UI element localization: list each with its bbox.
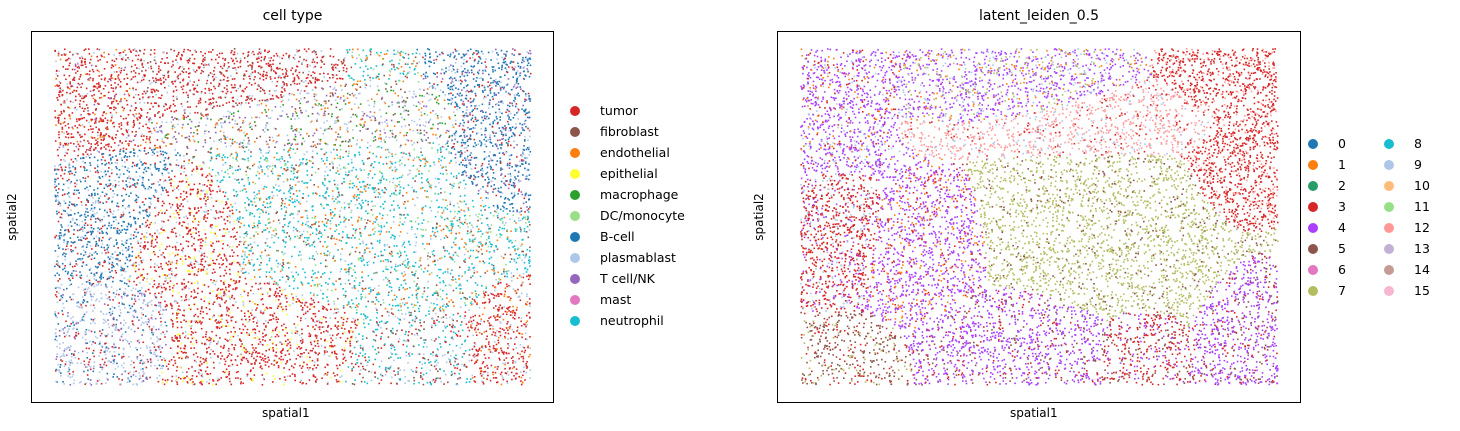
legend-item: 8 — [1384, 133, 1422, 154]
legend-item: tumor — [570, 100, 638, 121]
legend-label: 6 — [1338, 259, 1346, 280]
legend-item: DC/monocyte — [570, 205, 685, 226]
legend-label: 5 — [1338, 238, 1346, 259]
legend-item: 9 — [1384, 154, 1422, 175]
legend-label: mast — [600, 289, 631, 310]
legend-label: 15 — [1414, 280, 1430, 301]
legend-item: 5 — [1308, 238, 1346, 259]
legend-marker — [570, 168, 580, 179]
legend-label: epithelial — [600, 163, 658, 184]
legend-marker — [1384, 264, 1394, 275]
legend-item: fibroblast — [570, 121, 659, 142]
legend-item: 7 — [1308, 280, 1346, 301]
legend-item: 0 — [1308, 133, 1346, 154]
legend-item: epithelial — [570, 163, 658, 184]
legend-item: 15 — [1384, 280, 1430, 301]
legend-label: 12 — [1414, 217, 1430, 238]
legend-marker — [570, 273, 580, 284]
legend-item: macrophage — [570, 184, 678, 205]
legend-marker — [1384, 138, 1394, 149]
legend-marker — [1384, 222, 1394, 233]
legend-item: T cell/NK — [570, 268, 655, 289]
legend-label: 7 — [1338, 280, 1346, 301]
legend-marker — [1308, 138, 1318, 149]
legend-marker — [570, 105, 580, 116]
legend-item: 13 — [1384, 238, 1430, 259]
legend-marker — [1384, 285, 1394, 296]
legend-marker — [570, 252, 580, 263]
left-y-axis-label: spatial2 — [5, 193, 19, 241]
right-scatter-svg — [800, 48, 1279, 386]
legend-marker — [570, 147, 580, 158]
legend-marker — [1384, 201, 1394, 212]
right-x-axis-label: spatial1 — [1010, 406, 1058, 420]
legend-label: 1 — [1338, 154, 1346, 175]
legend-label: 0 — [1338, 133, 1346, 154]
left-plot-area — [31, 31, 554, 403]
legend-item: 14 — [1384, 259, 1430, 280]
legend-label: macrophage — [600, 184, 678, 205]
left-x-axis-label: spatial1 — [262, 406, 310, 420]
legend-label: neutrophil — [600, 310, 664, 331]
legend-label: fibroblast — [600, 121, 659, 142]
scatter-points — [54, 48, 532, 386]
legend-label: 8 — [1414, 133, 1422, 154]
legend-marker — [570, 231, 580, 242]
legend-label: B-cell — [600, 226, 635, 247]
legend-label: 13 — [1414, 238, 1430, 259]
legend-marker — [570, 189, 580, 200]
left-chart-title: cell type — [31, 8, 554, 24]
legend-item: 1 — [1308, 154, 1346, 175]
legend-marker — [1308, 285, 1318, 296]
legend-item: neutrophil — [570, 310, 664, 331]
legend-label: 11 — [1414, 196, 1430, 217]
legend-item: 3 — [1308, 196, 1346, 217]
legend-label: tumor — [600, 100, 638, 121]
legend-label: 2 — [1338, 175, 1346, 196]
legend-item: 4 — [1308, 217, 1346, 238]
left-legend: tumor fibroblast endothelial epithelial macr… — [570, 100, 710, 332]
legend-marker — [1308, 243, 1318, 254]
left-scatter-svg — [54, 48, 532, 386]
legend-marker — [1384, 180, 1394, 191]
legend-label: 9 — [1414, 154, 1422, 175]
legend-marker — [570, 294, 580, 305]
legend-marker — [1384, 159, 1394, 170]
right-chart-title: latent_leiden_0.5 — [777, 8, 1301, 24]
legend-item: endothelial — [570, 142, 670, 163]
legend-item: 6 — [1308, 259, 1346, 280]
legend-marker — [1308, 159, 1318, 170]
legend-label: 4 — [1338, 217, 1346, 238]
legend-label: plasmablast — [600, 247, 676, 268]
legend-marker — [1308, 180, 1318, 191]
right-plot-area — [777, 31, 1301, 403]
legend-item: 2 — [1308, 175, 1346, 196]
legend-marker — [1308, 264, 1318, 275]
legend-item: B-cell — [570, 226, 635, 247]
legend-label: 3 — [1338, 196, 1346, 217]
legend-label: 10 — [1414, 175, 1430, 196]
legend-label: endothelial — [600, 142, 670, 163]
legend-item: 12 — [1384, 217, 1430, 238]
right-legend: 0 1 2 3 4 5 6 7 8 9 10 11 12 13 14 15 — [1308, 133, 1458, 303]
legend-item: mast — [570, 289, 631, 310]
legend-label: T cell/NK — [600, 268, 655, 289]
legend-marker — [1384, 243, 1394, 254]
legend-item: plasmablast — [570, 247, 676, 268]
right-y-axis-label: spatial2 — [752, 193, 766, 241]
legend-marker — [570, 210, 580, 221]
scatter-points — [800, 48, 1279, 386]
legend-marker — [570, 315, 580, 326]
legend-label: DC/monocyte — [600, 205, 685, 226]
legend-marker — [570, 126, 580, 137]
legend-item: 11 — [1384, 196, 1430, 217]
legend-item: 10 — [1384, 175, 1430, 196]
legend-marker — [1308, 222, 1318, 233]
legend-label: 14 — [1414, 259, 1430, 280]
legend-marker — [1308, 201, 1318, 212]
